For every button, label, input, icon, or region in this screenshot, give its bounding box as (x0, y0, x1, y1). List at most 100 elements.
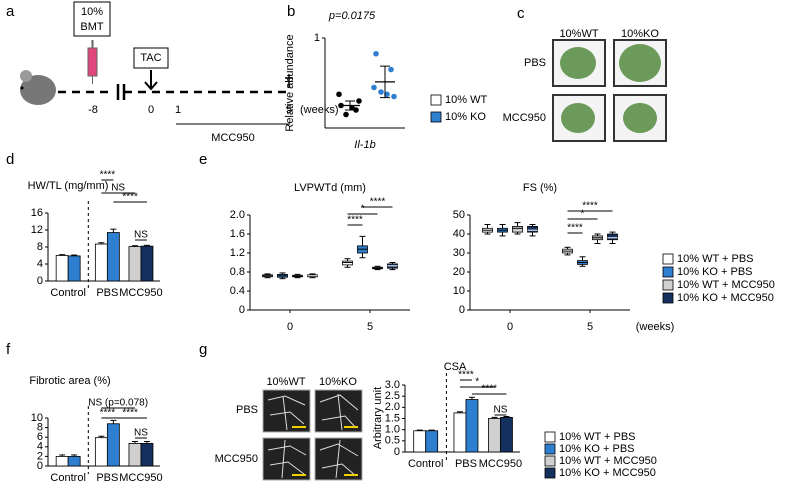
x-tick-label: 5 (587, 321, 593, 333)
y-tick-label: 3.0 (385, 379, 400, 391)
bar (67, 455, 81, 467)
y-tick-label: 12 (31, 224, 43, 236)
row-label: MCC950 (215, 453, 258, 465)
x-tick-label: 5 (367, 321, 373, 333)
legend-label: 10% KO + MCC950 (559, 467, 656, 479)
dot (349, 104, 355, 111)
y-tick-label: 1.0 (385, 424, 400, 436)
bar (94, 243, 108, 282)
x-tick-label: Control (408, 458, 443, 470)
panel-label: a (6, 3, 15, 20)
significance-label: * (361, 204, 365, 215)
heart-section (561, 103, 595, 133)
legend-swatch (662, 292, 674, 304)
row-label: PBS (236, 404, 258, 416)
row-label: MCC950 (503, 112, 546, 124)
mouse-ear (20, 70, 32, 82)
x-tick-label: Control (50, 287, 85, 299)
dot (378, 89, 384, 95)
chart-title: p=0.0175 (328, 10, 376, 22)
cell-borders (267, 393, 359, 479)
syringe (87, 47, 98, 77)
box (512, 225, 523, 233)
tac-label: TAC (140, 52, 161, 64)
y-tick-label: 0.5 (385, 435, 400, 447)
bmt-label: BMT (80, 21, 104, 33)
panel-label: c (517, 5, 525, 22)
significance-label: NS (493, 405, 507, 416)
column-label: 10%KO (621, 28, 659, 40)
heart-section (560, 47, 596, 79)
legend-label: 10% KO + MCC950 (677, 292, 774, 304)
dagger (285, 74, 293, 88)
mouse-eye (20, 86, 24, 90)
y-axis-label: Arbitrary unit (372, 387, 384, 449)
tac-box (133, 47, 169, 69)
mouse-icon (20, 75, 56, 105)
legend-swatch (430, 111, 442, 123)
x-tick-label: MCC950 (119, 472, 162, 484)
time-label: -8 (88, 104, 98, 116)
y-tick-label: 1 (314, 32, 320, 44)
y-tick-label: 1.6 (230, 228, 245, 240)
legend-label: 10% WT + PBS (559, 431, 636, 443)
bar (140, 443, 154, 467)
column-label: 10%WT (266, 376, 305, 388)
chart-title: LVPWTd (mm) (294, 182, 366, 194)
y-tick-label: 1.5 (385, 412, 400, 424)
y-tick-label: 0 (37, 275, 43, 287)
bar (465, 399, 479, 453)
significance-label: **** (347, 215, 363, 226)
x-tick-label: MCC950 (479, 458, 522, 470)
significance-label: NS (p=0.078) (88, 398, 148, 409)
schematic: 10% BMT -8 TAC 0 1 5 (weeks) MCC950 (20, 1, 339, 144)
y-tick-label: 8 (37, 422, 43, 434)
heart-section (619, 44, 661, 82)
legend-swatch (662, 253, 674, 265)
box (527, 225, 538, 233)
y-tick-label: 1.2 (230, 247, 245, 259)
significance-label: **** (100, 170, 116, 181)
y-tick-label: 0.8 (230, 266, 245, 278)
x-axis-label: (weeks) (636, 321, 675, 333)
significance-label: **** (582, 201, 598, 212)
chart-title: Fibrotic area (%) (29, 375, 110, 387)
legend-label: 10% KO + PBS (559, 443, 635, 455)
bar (413, 430, 427, 453)
bar (106, 232, 120, 282)
y-tick-label: 10 (31, 412, 43, 424)
x-tick-label: PBS (455, 458, 477, 470)
column-label: 10%WT (559, 28, 598, 40)
dot (388, 66, 394, 73)
dot (384, 91, 390, 98)
legend-label: 10% WT (445, 94, 487, 106)
y-tick-label: 2.5 (385, 390, 400, 402)
bar (55, 255, 69, 282)
y-tick-label: 20 (453, 266, 465, 278)
y-tick-label: 4 (37, 441, 43, 453)
panel-label: f (6, 341, 11, 358)
legend-label: 10% KO (445, 111, 486, 123)
dot (371, 84, 377, 91)
significance-label: **** (567, 223, 583, 234)
significance-label: * (475, 377, 479, 388)
y-tick-label: 2.0 (230, 209, 245, 221)
legend-swatch (662, 279, 674, 291)
x-tick-label: Il-1b (354, 139, 375, 151)
heart-section (623, 103, 657, 133)
x-tick-label: Control (50, 472, 85, 484)
bmt-label: 10% (81, 6, 103, 18)
significance-label: NS (111, 183, 125, 194)
significance-label: * (581, 209, 585, 220)
y-tick-label: 30 (453, 247, 465, 259)
y-tick-label: 4 (37, 258, 43, 270)
x-tick-label: PBS (96, 287, 118, 299)
significance-label: **** (458, 370, 474, 381)
bar (453, 412, 467, 453)
legend-label: 10% WT + MCC950 (677, 279, 775, 291)
x-tick-label: PBS (96, 472, 118, 484)
x-tick-label: MCC950 (119, 287, 162, 299)
